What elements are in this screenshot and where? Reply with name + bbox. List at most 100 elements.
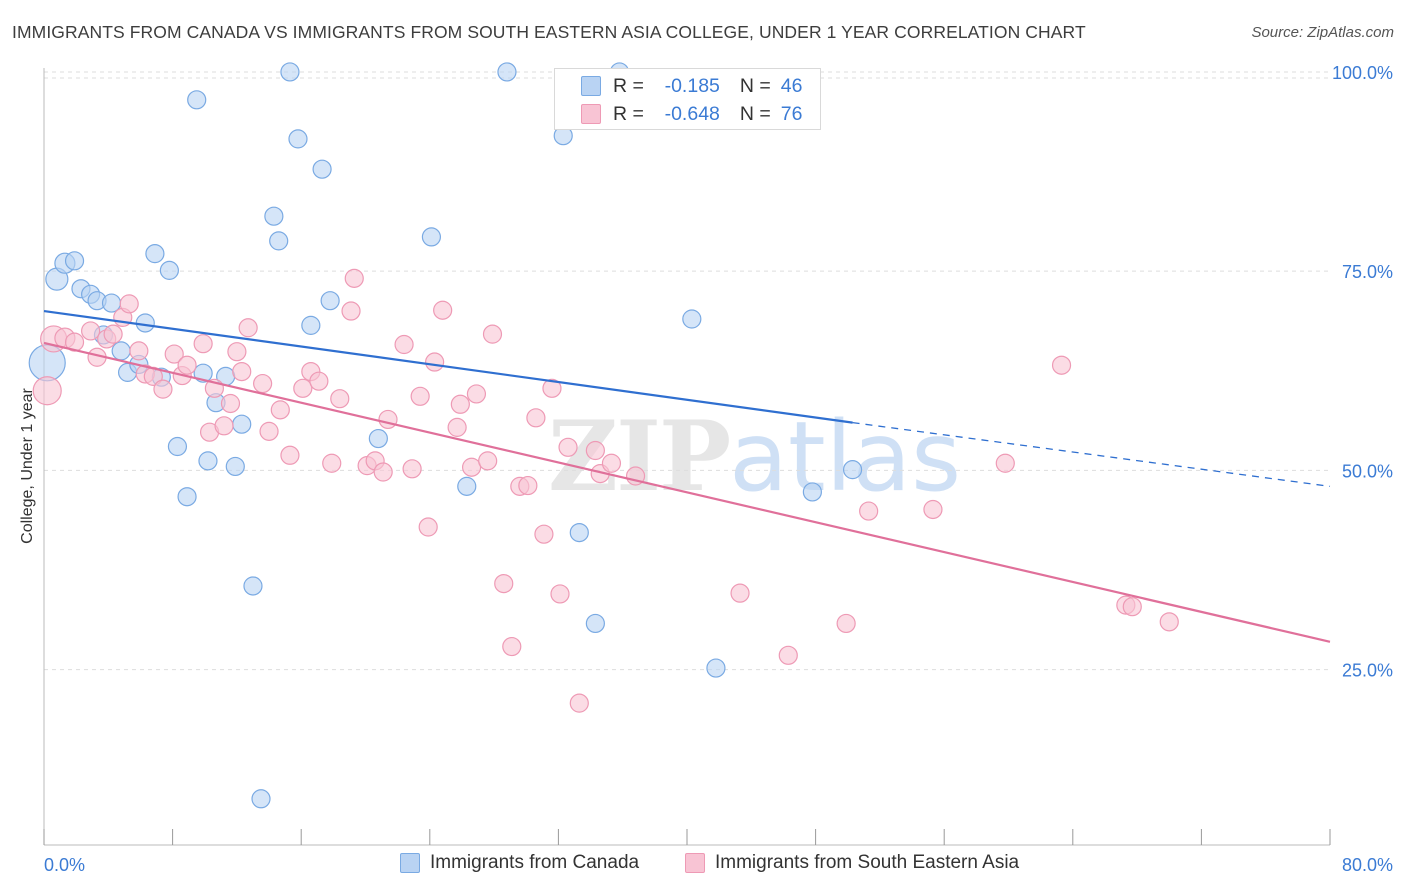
source-label: Source: ZipAtlas.com: [1251, 24, 1394, 41]
chart-title: IMMIGRANTS FROM CANADA VS IMMIGRANTS FRO…: [12, 22, 1086, 42]
canada-point: [280, 62, 300, 82]
sea-point: [280, 445, 300, 465]
n-label: N =: [739, 102, 771, 125]
canada-point: [111, 341, 131, 361]
correlation-stats-box: R = -0.185 N = 46 R = -0.648 N = 76: [554, 68, 821, 130]
sea-point: [373, 462, 393, 482]
canada-r-value: -0.185: [664, 74, 720, 97]
watermark-atlas: atlas: [729, 401, 962, 513]
legend-label-sea: Immigrants from South Eastern Asia: [715, 852, 1020, 873]
canada-trend-line-extension: [852, 421, 1331, 488]
sea-trend-line: [43, 341, 1331, 643]
canada-point: [802, 482, 822, 502]
sea-point: [341, 301, 361, 321]
sea-point: [418, 517, 438, 537]
canada-legend-swatch-icon: [400, 853, 420, 873]
canada-point: [264, 206, 284, 226]
sea-point: [330, 389, 350, 409]
sea-point: [322, 453, 342, 473]
canada-point: [243, 576, 263, 596]
sea-point: [402, 459, 422, 479]
sea-point: [461, 457, 482, 477]
canada-point: [159, 260, 179, 280]
canada-point: [320, 291, 340, 311]
sea-point: [542, 378, 562, 398]
sea-point: [103, 324, 123, 344]
watermark-zip: ZIP: [548, 400, 731, 513]
sea-point: [585, 440, 605, 461]
sea-point: [410, 386, 430, 406]
canada-point: [706, 658, 726, 678]
canada-point: [585, 613, 605, 634]
y-tick-label: 100.0%: [1332, 63, 1393, 83]
sea-point: [859, 501, 879, 521]
stat-row-canada: R = -0.185 N = 46: [555, 72, 802, 100]
canada-point: [421, 227, 442, 247]
canada-point: [225, 456, 245, 477]
legend-item-sea[interactable]: Immigrants from South Eastern Asia: [685, 852, 1019, 874]
canada-point: [842, 460, 863, 480]
sea-point: [394, 334, 414, 355]
canada-point: [135, 313, 155, 333]
sea-point: [558, 437, 578, 457]
canada-point: [251, 789, 271, 809]
canada-point: [177, 487, 197, 507]
sea-point: [1159, 612, 1179, 632]
sea-point: [129, 341, 149, 361]
canada-point: [64, 251, 85, 271]
sea-legend-swatch-icon: [685, 853, 705, 873]
stat-row-sea: R = -0.648 N = 76: [555, 100, 802, 128]
legend-item-canada[interactable]: Immigrants from Canada: [400, 852, 639, 874]
sea-point: [253, 373, 273, 394]
sea-point: [778, 645, 798, 665]
sea-n-value: 76: [780, 102, 803, 125]
canada-point: [682, 309, 702, 329]
sea-point: [378, 409, 398, 430]
legend: Immigrants from Canada Immigrants from S…: [0, 848, 1406, 880]
sea-point: [433, 300, 453, 320]
sea-point: [502, 636, 522, 657]
sea-point: [214, 416, 234, 436]
sea-point: [193, 334, 213, 354]
y-tick-label: 50.0%: [1342, 461, 1393, 481]
r-label: R =: [613, 74, 644, 97]
canada-point: [457, 476, 477, 496]
sea-point: [220, 393, 241, 414]
canada-point: [198, 451, 218, 471]
canada-point: [368, 428, 388, 449]
sea-point: [32, 376, 62, 406]
sea-point: [270, 400, 290, 420]
n-label: N =: [739, 74, 771, 97]
sea-point: [923, 499, 943, 520]
sea-point: [730, 583, 750, 603]
watermark: ZIPatlas: [548, 400, 961, 513]
sea-point: [494, 573, 514, 594]
sea-point: [259, 421, 279, 441]
canada-point: [312, 159, 332, 179]
sea-point: [81, 321, 101, 341]
sea-point: [482, 324, 503, 344]
sea-point: [177, 355, 197, 375]
canada-point: [569, 522, 589, 543]
legend-label-canada: Immigrants from Canada: [430, 852, 640, 873]
canada-point: [167, 436, 188, 457]
sea-point: [153, 379, 173, 399]
sea-point: [238, 318, 258, 338]
sea-point: [164, 344, 184, 364]
sea-point: [526, 408, 546, 428]
sea-point: [293, 378, 313, 398]
sea-point: [425, 352, 445, 372]
y-tick-label: 25.0%: [1342, 661, 1393, 681]
sea-point: [344, 268, 364, 288]
canada-point: [497, 62, 517, 82]
sea-r-value: -0.648: [664, 102, 720, 125]
sea-point: [447, 417, 467, 437]
canada-point: [232, 414, 252, 434]
sea-point: [518, 475, 538, 496]
sea-point: [232, 362, 252, 382]
y-tick-label: 75.0%: [1342, 262, 1393, 282]
sea-point: [601, 453, 622, 473]
sea-point: [309, 371, 329, 391]
canada-point: [269, 231, 289, 251]
canada-trend-line: [43, 309, 853, 424]
